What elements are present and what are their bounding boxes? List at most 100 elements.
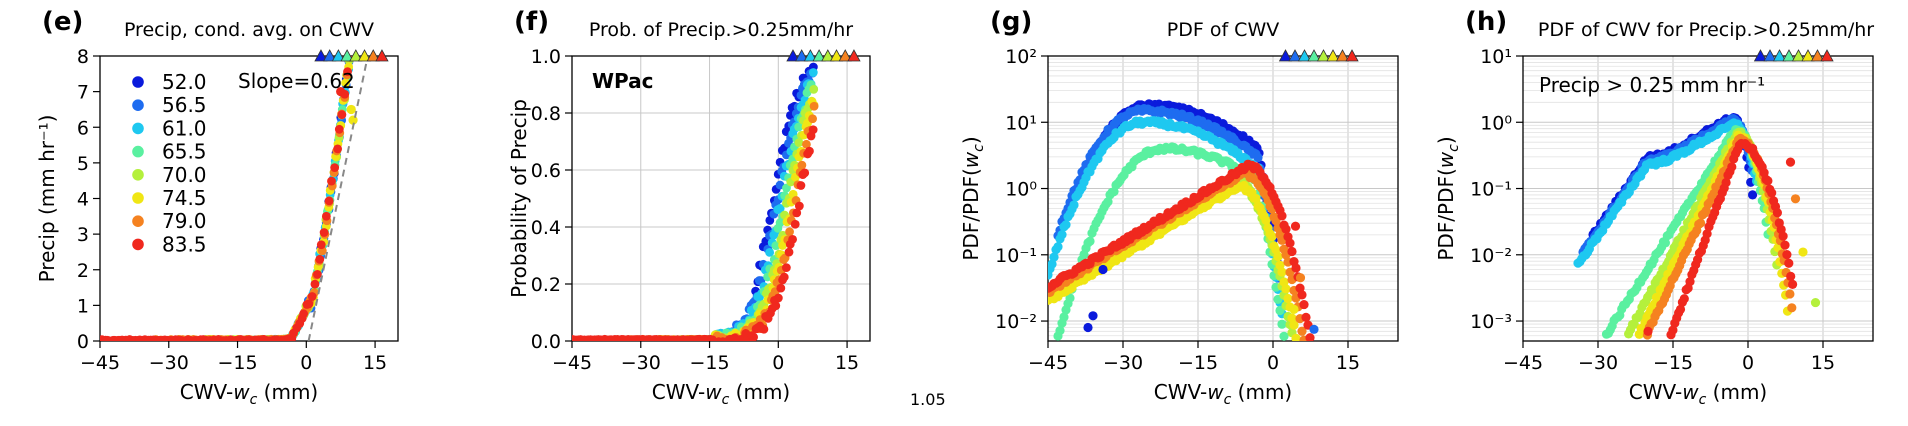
y-tick-label: 10⁻¹ bbox=[1470, 179, 1512, 201]
data-point-series-7 bbox=[785, 227, 794, 237]
data-point-series-3 bbox=[1049, 252, 1059, 262]
legend-marker bbox=[132, 76, 144, 88]
data-point-series-8 bbox=[1786, 271, 1796, 281]
data-point-series-8 bbox=[779, 272, 789, 282]
data-point bbox=[1798, 247, 1808, 257]
data-point-series-4 bbox=[1085, 236, 1095, 246]
panel-e: −45 −30 −15 0 15 0 1 2 3 4 5 6 7 8 (e) Precip, cond. av… bbox=[35, 7, 399, 408]
data-point-series-8 bbox=[1772, 208, 1782, 218]
data-point-series-1 bbox=[765, 216, 775, 225]
y-tick-label: 10² bbox=[1005, 46, 1037, 68]
critical-value-marker bbox=[838, 49, 852, 62]
critical-value-marker bbox=[323, 49, 337, 62]
data-point-series-8 bbox=[1285, 238, 1295, 248]
plot-frame-e bbox=[99, 55, 399, 342]
x-tick-label: 0 bbox=[300, 352, 312, 374]
data-point-series-5 bbox=[794, 138, 804, 148]
panel-title: Prob. of Precip.>0.25mm/hr bbox=[589, 19, 853, 41]
data-point-series-3 bbox=[1061, 220, 1071, 230]
data-point-series-8 bbox=[1784, 258, 1794, 268]
x-tick-label: −45 bbox=[80, 352, 120, 374]
x-tick-label: 0 bbox=[772, 352, 784, 374]
legend-label: 56.5 bbox=[162, 93, 207, 117]
y-tick-label: 0.4 bbox=[531, 217, 561, 239]
critical-value-marker bbox=[1297, 49, 1312, 62]
data-point-series-6 bbox=[1279, 277, 1289, 287]
data-point-series-6 bbox=[1261, 215, 1271, 225]
x-tick-label: 15 bbox=[1811, 352, 1835, 374]
data-point-series-8 bbox=[1788, 279, 1798, 289]
data-point-series-8 bbox=[790, 219, 800, 229]
data-point-series-4 bbox=[1051, 341, 1060, 350]
data-point-series-8 bbox=[313, 269, 322, 279]
fit-line bbox=[307, 56, 369, 341]
data-point-series-3 bbox=[1057, 230, 1067, 240]
y-tick-label: 7 bbox=[77, 82, 89, 104]
data-point-series-8 bbox=[1281, 224, 1291, 234]
critical-value-marker bbox=[349, 49, 363, 62]
x-tick-label: 0 bbox=[1267, 352, 1279, 374]
data-point-series-6 bbox=[1287, 313, 1297, 323]
y-tick-label: 10⁻¹ bbox=[995, 245, 1037, 267]
data-point-series-8 bbox=[1767, 188, 1777, 198]
data-point-series-8 bbox=[792, 208, 802, 218]
data-point-series-7 bbox=[1787, 303, 1797, 313]
data-point bbox=[1088, 311, 1098, 321]
data-point bbox=[1790, 194, 1801, 204]
critical-value-marker bbox=[803, 49, 818, 62]
data-point-series-2 bbox=[1253, 152, 1263, 163]
data-point-series-8 bbox=[1277, 211, 1287, 221]
legend-label: 74.5 bbox=[162, 186, 207, 210]
data-point-series-8 bbox=[315, 254, 325, 264]
data-point-series-8 bbox=[1763, 176, 1773, 186]
data-point-series-8 bbox=[343, 67, 352, 77]
data-point-series-8 bbox=[307, 292, 317, 301]
data-point-series-4 bbox=[1103, 197, 1113, 207]
data-point-series-8 bbox=[319, 228, 329, 237]
y-axis-label: Probability of Precip bbox=[507, 99, 531, 298]
panel-title: Precip, cond. avg. on CWV bbox=[124, 19, 374, 41]
y-axis-label: PDF/PDF(wc​) bbox=[959, 136, 987, 260]
critical-value-marker bbox=[812, 49, 826, 62]
critical-value-marker bbox=[375, 49, 389, 62]
panel-letter: (e) bbox=[42, 7, 83, 37]
y-tick-label: 5 bbox=[77, 153, 89, 175]
panel-h: −45 −30 −15 0 15 10⁻³ 10⁻² 10⁻¹ 10⁰ 10¹ (h) PDF of … bbox=[1434, 7, 1874, 408]
y-tick-label: 10⁻³ bbox=[1470, 311, 1512, 333]
x-tick-label: −15 bbox=[1178, 352, 1218, 374]
data-point-series-5 bbox=[809, 84, 819, 94]
critical-value-marker bbox=[1335, 49, 1350, 62]
x-tick-label: 15 bbox=[1336, 352, 1360, 374]
critical-value-marker bbox=[1326, 49, 1340, 62]
x-axis-label: CWV-wc​ (mm) bbox=[1154, 380, 1292, 408]
data-point-series-8 bbox=[304, 299, 314, 309]
critical-value-marker bbox=[331, 49, 346, 62]
y-tick-label: 0.0 bbox=[531, 331, 561, 353]
data-point-series-8 bbox=[1782, 250, 1792, 260]
data-point bbox=[1643, 326, 1653, 336]
slope-annotation: Slope=0.62 bbox=[238, 69, 355, 93]
legend-label: 70.0 bbox=[162, 163, 207, 187]
y-tick-label: 3 bbox=[77, 224, 89, 246]
data-point-series-7 bbox=[809, 101, 819, 111]
data-point-series-4 bbox=[771, 241, 781, 250]
x-tick-label: −45 bbox=[552, 352, 592, 374]
critical-value-marker bbox=[1316, 49, 1331, 62]
data-point-series-6 bbox=[1281, 284, 1291, 294]
data-point-series-8 bbox=[723, 340, 726, 341]
data-point-series-8 bbox=[334, 124, 344, 134]
data-point-series-7 bbox=[1785, 289, 1795, 299]
y-tick-label: 10¹ bbox=[1480, 46, 1512, 68]
data-point bbox=[1785, 157, 1796, 167]
data-point-series-8 bbox=[805, 146, 814, 156]
data-point-series-6 bbox=[1283, 293, 1293, 304]
data-point bbox=[346, 104, 356, 115]
data-point-series-3 bbox=[1053, 242, 1063, 252]
data-point-series-7 bbox=[802, 139, 811, 149]
data-point bbox=[1083, 322, 1093, 333]
panel-letter: (f) bbox=[514, 7, 549, 37]
panel-g: −45 −30 −15 0 15 10⁻² 10⁻¹ 10⁰ 10¹ 10² (g) PDF of C… bbox=[959, 7, 1399, 408]
y-tick-label: 0.2 bbox=[531, 274, 561, 296]
critical-value-marker bbox=[829, 49, 844, 62]
